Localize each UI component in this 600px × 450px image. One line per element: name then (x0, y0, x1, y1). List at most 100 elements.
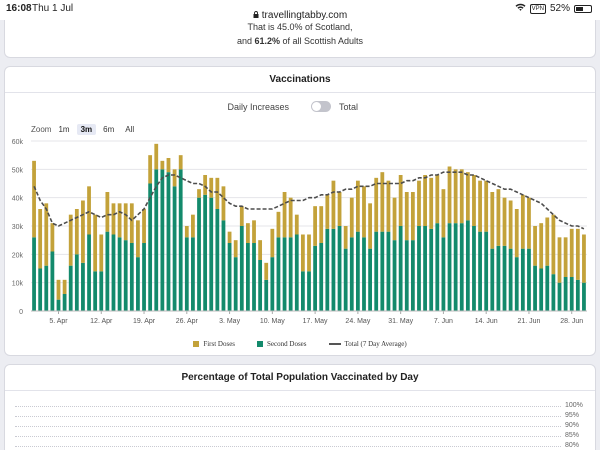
lock-icon (253, 10, 259, 21)
first-doses-bar (313, 206, 318, 246)
second-doses-bar (215, 209, 220, 311)
y-tick-label: 20k (12, 252, 24, 259)
second-doses-bar (459, 223, 464, 311)
percentage-card: Percentage of Total Population Vaccinate… (4, 364, 596, 450)
pct-label-85: 85% (565, 432, 580, 439)
zoom-6m-button[interactable]: 6m (103, 124, 115, 134)
wifi-icon (515, 3, 526, 14)
second-doses-bar (520, 248, 525, 311)
legend-second-doses-label: Second Doses (267, 340, 307, 348)
battery-icon (574, 4, 592, 13)
y-tick-label: 10k (12, 281, 24, 288)
second-doses-bar (441, 237, 446, 311)
second-doses-bar (484, 231, 489, 311)
second-doses-bar (129, 243, 134, 311)
first-doses-bar (582, 234, 586, 283)
first-doses-bar (484, 180, 489, 232)
percentage-title: Percentage of Total Population Vaccinate… (5, 365, 595, 391)
second-doses-bar (398, 226, 403, 311)
legend-second-doses[interactable]: Second Doses (257, 339, 307, 349)
first-doses-bar (368, 203, 372, 249)
second-doses-bar (44, 265, 49, 311)
x-tick-label: 28. Jun (560, 318, 583, 325)
second-doses-bar (569, 277, 574, 311)
second-doses-bar (575, 279, 580, 311)
first-doses-bar (117, 203, 122, 238)
first-doses-bar (575, 228, 580, 280)
second-doses-bar (142, 243, 146, 311)
second-doses-bar (557, 282, 562, 311)
first-doses-bar (563, 237, 568, 277)
first-doses-bar (539, 223, 544, 269)
second-doses-bar (392, 240, 397, 311)
first-doses-swatch (193, 341, 200, 347)
daily-total-toggle[interactable] (311, 101, 331, 112)
first-doses-bar (533, 226, 537, 266)
x-tick-label: 17. May (303, 318, 328, 325)
total-label: Total (339, 102, 359, 112)
zoom-3m-button[interactable]: 3m (76, 123, 97, 135)
first-doses-bar (62, 279, 67, 294)
second-doses-bar (56, 299, 61, 311)
second-doses-bar (502, 245, 507, 311)
first-doses-bar (38, 209, 43, 269)
second-doses-bar (233, 257, 238, 311)
second-doses-bar (343, 248, 348, 311)
second-doses-bar (81, 262, 85, 311)
first-doses-bar (478, 180, 482, 232)
second-doses-bar (160, 169, 165, 311)
first-doses-bar (239, 206, 244, 226)
first-doses-bar (68, 214, 73, 266)
battery-percent: 52% (549, 3, 570, 14)
first-doses-bar (441, 189, 446, 238)
first-doses-bar (56, 279, 61, 300)
second-doses-bar (374, 231, 379, 311)
pct-label-80: 80% (565, 442, 580, 449)
legend-first-doses[interactable]: First Doses (193, 339, 235, 349)
x-tick-label: 3. May (219, 318, 241, 325)
first-doses-bar (227, 231, 232, 243)
first-doses-bar (81, 200, 85, 263)
pct-label-95: 95% (565, 412, 580, 419)
summary-prefix: and (236, 36, 255, 46)
first-doses-bar (362, 186, 366, 238)
x-tick-label: 14. Jun (475, 318, 498, 325)
second-doses-bar (87, 234, 91, 311)
second-doses-bar (423, 226, 427, 311)
second-doses-bar (172, 186, 177, 311)
x-tick-label: 24. May (345, 318, 370, 325)
summary-line-2: and 61.2% of all Scottish Adults (5, 36, 595, 46)
first-doses-bar (355, 180, 360, 232)
status-indicators: VPN 52% (515, 3, 592, 14)
total-line-swatch (328, 343, 341, 345)
first-doses-bar (209, 177, 214, 198)
second-doses-bar (563, 277, 568, 311)
second-doses-bar (478, 231, 482, 311)
second-doses-bar (178, 169, 183, 311)
daily-increases-label: Daily Increases (227, 102, 289, 112)
second-doses-bar (203, 194, 208, 311)
first-doses-bar (123, 203, 128, 241)
second-doses-bar (545, 265, 550, 311)
first-doses-bar (105, 192, 110, 232)
second-doses-bar (136, 257, 140, 311)
second-doses-bar (264, 279, 269, 311)
zoom-controls: Zoom 1m 3m 6m All (31, 123, 138, 135)
first-doses-bar (142, 209, 146, 243)
pct-label-90: 90% (565, 422, 580, 429)
first-doses-bar (343, 226, 348, 249)
url-bar[interactable]: travellingtabby.com (0, 10, 600, 24)
first-doses-bar (288, 197, 293, 238)
zoom-all-button[interactable]: All (125, 124, 135, 134)
first-doses-bar (129, 203, 134, 243)
url-text: travellingtabby.com (261, 10, 348, 21)
first-doses-bar (258, 240, 263, 260)
second-doses-bar (380, 231, 385, 311)
first-doses-bar (496, 189, 501, 246)
zoom-1m-button[interactable]: 1m (58, 124, 70, 134)
legend-total[interactable]: Total (7 Day Average) (328, 339, 407, 349)
second-doses-bar (68, 265, 73, 311)
first-doses-bar (520, 194, 525, 249)
second-doses-bar (252, 243, 256, 311)
vaccinations-card: Vaccinations Daily Increases Total Zoom … (4, 66, 596, 356)
